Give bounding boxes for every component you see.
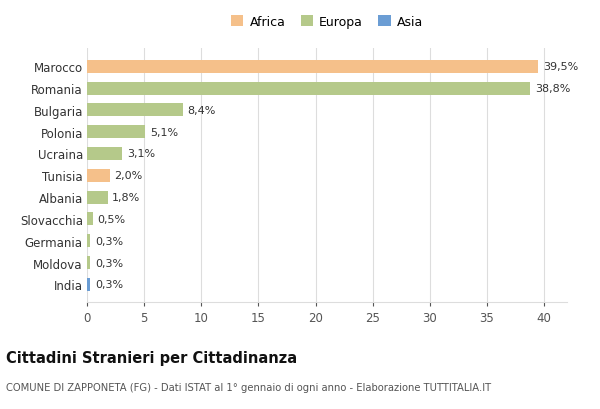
Text: 0,3%: 0,3% xyxy=(95,258,123,268)
Text: Cittadini Stranieri per Cittadinanza: Cittadini Stranieri per Cittadinanza xyxy=(6,350,297,365)
Text: 39,5%: 39,5% xyxy=(543,62,578,72)
Bar xyxy=(87,191,107,204)
Bar xyxy=(87,169,110,182)
Bar xyxy=(87,61,538,74)
Bar xyxy=(87,235,91,247)
Bar xyxy=(87,148,122,161)
Bar xyxy=(87,278,91,291)
Text: 0,3%: 0,3% xyxy=(95,280,123,290)
Text: 0,3%: 0,3% xyxy=(95,236,123,246)
Text: 3,1%: 3,1% xyxy=(127,149,155,159)
Bar xyxy=(87,82,530,95)
Bar xyxy=(87,213,93,226)
Text: COMUNE DI ZAPPONETA (FG) - Dati ISTAT al 1° gennaio di ogni anno - Elaborazione : COMUNE DI ZAPPONETA (FG) - Dati ISTAT al… xyxy=(6,382,491,392)
Text: 38,8%: 38,8% xyxy=(535,84,571,94)
Text: 8,4%: 8,4% xyxy=(188,106,216,116)
Text: 1,8%: 1,8% xyxy=(112,193,140,202)
Bar xyxy=(87,256,91,270)
Text: 2,0%: 2,0% xyxy=(115,171,143,181)
Legend: Africa, Europa, Asia: Africa, Europa, Asia xyxy=(227,12,427,33)
Bar xyxy=(87,104,183,117)
Text: 0,5%: 0,5% xyxy=(97,214,125,225)
Text: 5,1%: 5,1% xyxy=(150,127,178,137)
Bar xyxy=(87,126,145,139)
